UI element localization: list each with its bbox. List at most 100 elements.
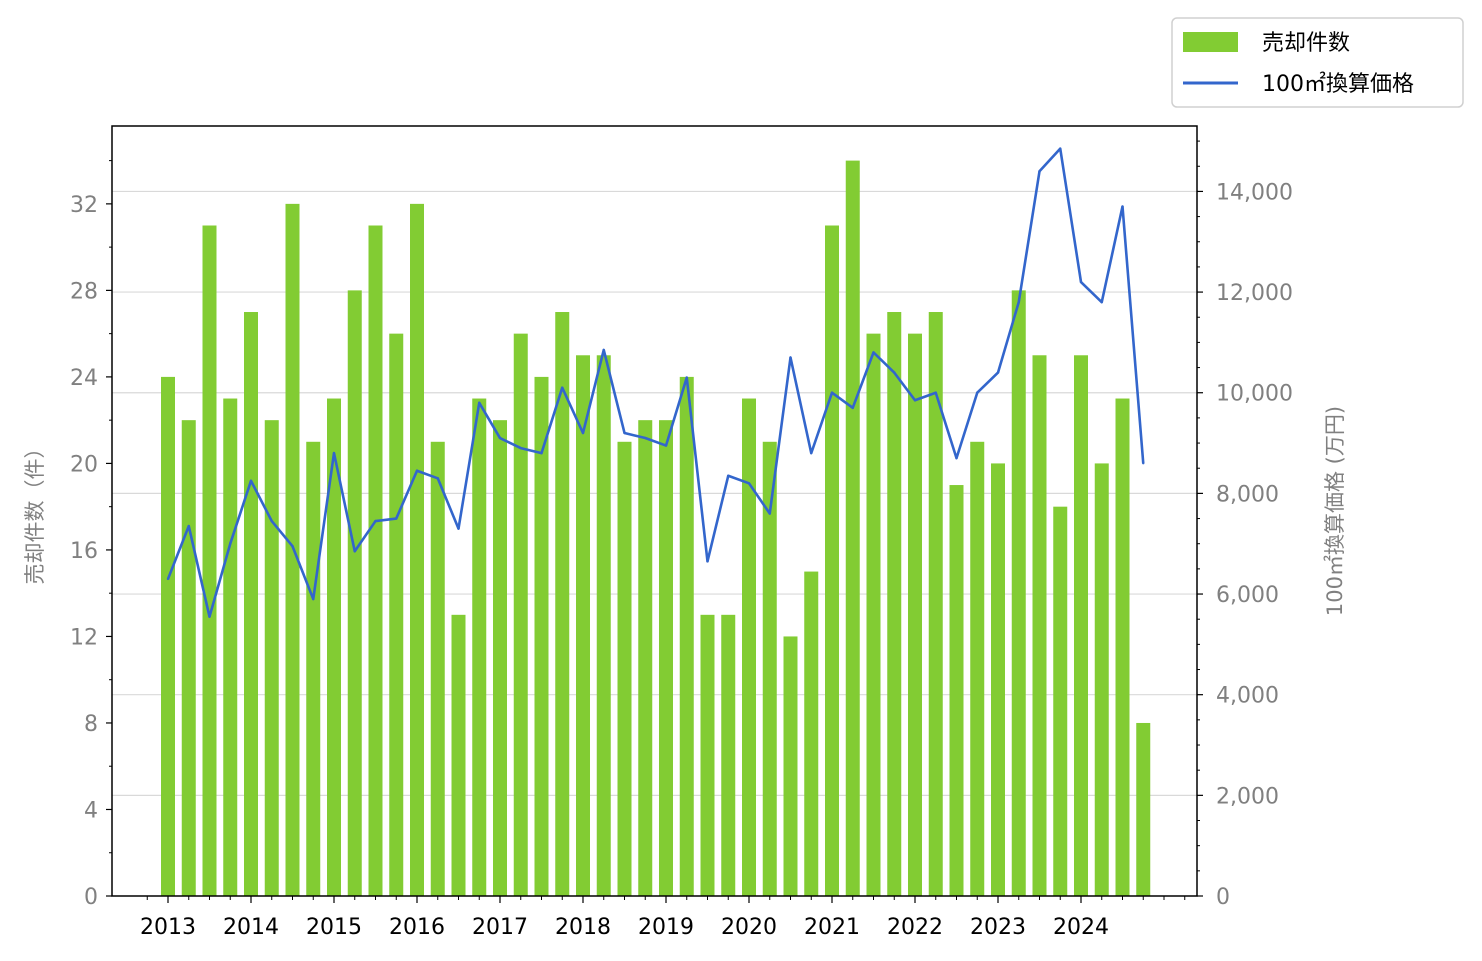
line-point-17 — [519, 446, 522, 450]
line-point-24 — [664, 444, 668, 447]
bar-18 — [534, 376, 549, 896]
y-right-tick-label-5: 10,000 — [1216, 382, 1293, 407]
line-point-25 — [685, 376, 688, 379]
line-point-6 — [291, 545, 294, 548]
bar-4 — [244, 312, 258, 896]
line-point-10 — [374, 519, 377, 523]
line-point-21 — [602, 348, 605, 352]
bar-39 — [970, 441, 985, 896]
bar-1 — [181, 420, 196, 896]
bar-14 — [451, 614, 466, 896]
bar-6 — [285, 203, 300, 896]
bar-3 — [223, 398, 238, 896]
bar-23 — [638, 420, 653, 896]
line-point-0 — [166, 577, 170, 581]
line-point-22 — [623, 431, 626, 435]
x-tick-label-9: 2022 — [887, 915, 943, 940]
bar-22 — [617, 441, 632, 896]
line-point-41 — [1017, 300, 1020, 304]
x-tick-label-7: 2020 — [721, 915, 777, 940]
line-point-38 — [955, 456, 958, 460]
line-point-18 — [540, 451, 543, 455]
line-point-39 — [976, 391, 979, 394]
line-point-43 — [1059, 147, 1062, 150]
price-line — [166, 147, 1145, 618]
bar-5 — [264, 420, 279, 896]
legend-swatch-bar — [1183, 32, 1238, 52]
x-tick-label-5: 2018 — [555, 915, 611, 940]
line-point-44 — [1079, 280, 1083, 284]
bar-25 — [679, 376, 694, 896]
bar-11 — [389, 333, 404, 896]
line-point-23 — [644, 436, 647, 440]
line-point-45 — [1100, 300, 1103, 304]
line-point-16 — [498, 436, 502, 440]
bar-46 — [1115, 398, 1130, 896]
bar-20 — [576, 355, 590, 896]
line-point-35 — [893, 371, 896, 374]
line-point-37 — [934, 391, 937, 394]
bar-10 — [368, 225, 383, 896]
line-point-27 — [727, 474, 730, 477]
y-right-axis-title: 100㎡換算価格 (万円) — [1323, 406, 1347, 616]
legend-label-bar: 売却件数 — [1262, 31, 1350, 56]
y-left-tick-label-0: 0 — [84, 885, 98, 910]
bar-2 — [202, 225, 217, 896]
bar-42 — [1032, 355, 1047, 896]
line-point-15 — [478, 401, 481, 404]
bar-0 — [161, 376, 175, 896]
bar-12 — [410, 203, 424, 896]
line-point-2 — [208, 615, 211, 618]
y-left-tick-label-1: 4 — [84, 798, 98, 823]
y-left-tick-label-6: 24 — [70, 366, 98, 391]
line-point-8 — [332, 451, 336, 455]
line-point-4 — [249, 479, 253, 483]
bar-24 — [659, 420, 673, 896]
y-left-tick-label-5: 20 — [70, 452, 98, 477]
y-left-tick-label-7: 28 — [70, 279, 98, 304]
y-right-tick-label-1: 2,000 — [1216, 784, 1279, 809]
x-tick-label-11: 2024 — [1053, 915, 1109, 940]
bar-28 — [742, 398, 756, 896]
x-tick-label-6: 2019 — [638, 915, 694, 940]
plot-frame — [111, 125, 1198, 897]
line-point-36 — [913, 399, 917, 402]
bar-26 — [700, 614, 715, 896]
bar-31 — [804, 571, 819, 896]
y-right-tick-label-4: 8,000 — [1216, 482, 1279, 507]
y-right-tick-label-0: 0 — [1216, 885, 1230, 910]
bar-35 — [887, 312, 902, 896]
x-tick-label-3: 2016 — [389, 915, 445, 940]
line-point-46 — [1121, 205, 1124, 208]
axes: 04812162024283202,0004,0006,0008,00010,0… — [70, 140, 1293, 940]
line-point-30 — [789, 356, 792, 359]
bar-21 — [596, 355, 611, 896]
line-point-29 — [768, 512, 771, 515]
bar-34 — [866, 333, 881, 896]
bar-7 — [306, 441, 321, 896]
bar-19 — [555, 312, 570, 896]
x-tick-label-1: 2014 — [223, 915, 279, 940]
line-point-31 — [810, 451, 813, 455]
line-point-40 — [996, 371, 1000, 374]
line-point-32 — [830, 391, 834, 394]
line-point-12 — [415, 469, 419, 472]
legend-label-line: 100㎡換算価格 — [1262, 71, 1414, 97]
y-left-tick-label-8: 32 — [70, 193, 98, 218]
bar-17 — [513, 333, 528, 896]
line-point-34 — [872, 351, 875, 354]
bar-16 — [493, 420, 507, 896]
y-right-tick-label-7: 14,000 — [1216, 180, 1293, 205]
line-point-33 — [851, 406, 854, 410]
y-left-axis-title: 売却件数（件） — [23, 438, 47, 585]
legend-box — [1171, 17, 1464, 108]
y-right-tick-label-6: 12,000 — [1216, 281, 1293, 306]
bar-8 — [327, 398, 341, 896]
y-left-tick-label-3: 12 — [70, 625, 98, 650]
y-right-tick-label-2: 4,000 — [1216, 684, 1279, 709]
line-series — [166, 147, 1145, 618]
y-left-tick-label-4: 16 — [70, 539, 98, 564]
y-left-tick-label-2: 8 — [84, 712, 98, 737]
bar-30 — [783, 636, 798, 896]
